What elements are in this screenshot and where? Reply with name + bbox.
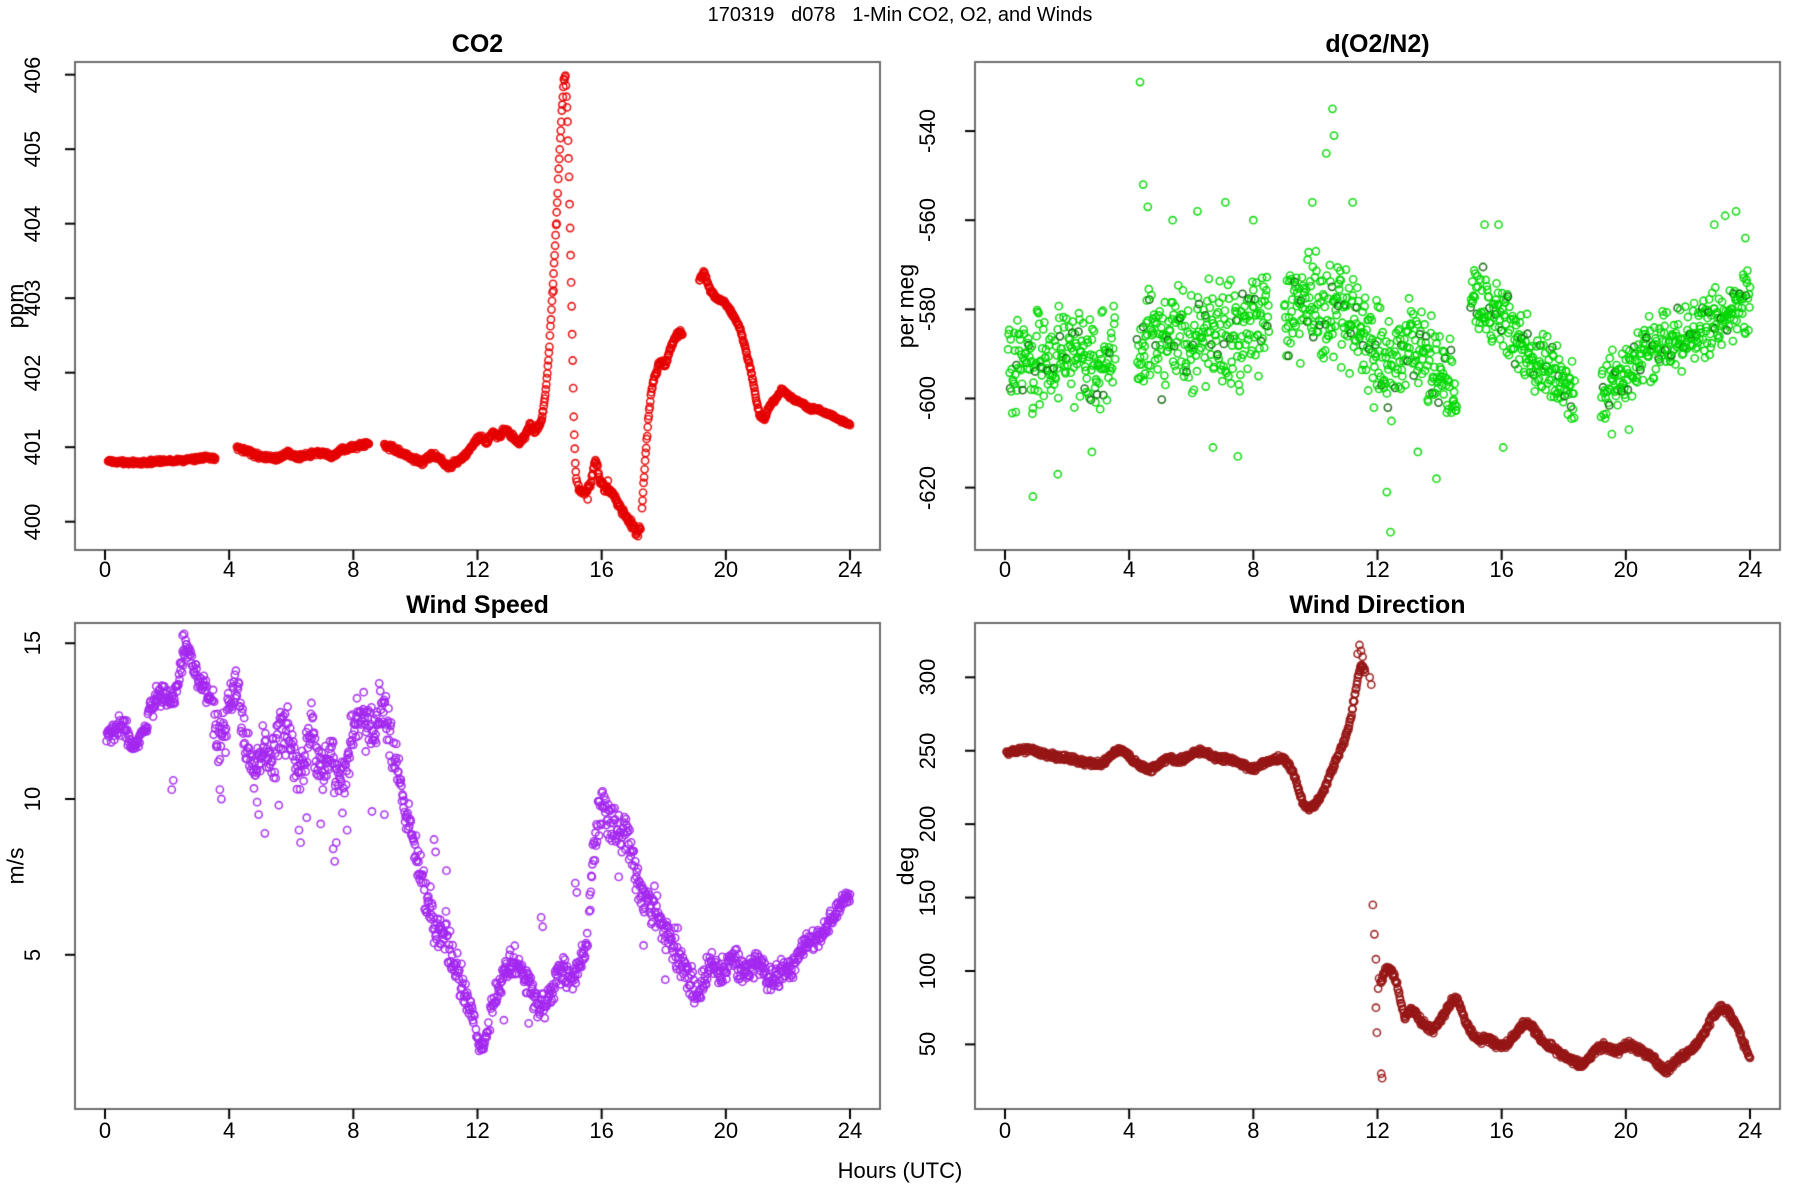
tick-label: 404 [20, 205, 45, 243]
tick-label: 16 [1489, 1118, 1514, 1143]
tick-label: -540 [915, 109, 940, 154]
tick-label: 8 [347, 557, 360, 582]
tick-label: 12 [1365, 557, 1390, 582]
tick-label: 20 [1613, 1118, 1639, 1143]
tick-label: 20 [713, 1118, 739, 1143]
tick-label: 403 [20, 279, 45, 317]
tick-label: -560 [915, 198, 940, 243]
tick-label: 8 [1247, 557, 1260, 582]
tick-label: 401 [20, 428, 45, 466]
tick-label: -600 [915, 376, 940, 421]
tick-label: 24 [837, 1118, 863, 1143]
tick-label: 8 [347, 1118, 360, 1143]
tick-label: 10 [20, 786, 45, 812]
tick-label: 150 [915, 879, 940, 916]
x-axis-label: Hours (UTC) [837, 1158, 963, 1183]
tick-label: 406 [20, 56, 45, 94]
tick-label: 24 [837, 557, 863, 582]
tick-label: 20 [713, 557, 739, 582]
tick-label: 5 [20, 948, 45, 961]
tick-label: 0 [98, 1118, 112, 1143]
tick-label: 300 [915, 658, 940, 696]
tick-label: 100 [915, 952, 940, 990]
tick-label: 4 [223, 1118, 236, 1143]
tick-label: 402 [20, 354, 45, 392]
tick-label: -580 [915, 287, 940, 332]
tick-label: 400 [20, 503, 45, 541]
windspeed-y-axis-label: m/s [2, 847, 29, 885]
panel-windspeed-title: Wind Speed [406, 591, 549, 619]
tick-label: 4 [1123, 1118, 1136, 1143]
tick-label: 405 [20, 130, 45, 168]
tick-label: 24 [1737, 1118, 1763, 1143]
tick-label: 15 [20, 631, 45, 656]
tick-label: 16 [589, 1118, 614, 1143]
tick-label: 200 [915, 805, 940, 843]
tick-label: 12 [465, 1118, 490, 1143]
tick-label: 24 [1737, 557, 1763, 582]
tick-label: 4 [1123, 557, 1136, 582]
tick-label: 0 [998, 557, 1012, 582]
panel-co2-title: CO2 [451, 30, 504, 58]
tick-label: 8 [1247, 1118, 1260, 1143]
panel-winddirection-title: Wind Direction [1289, 591, 1466, 619]
tick-label: 20 [1613, 557, 1639, 582]
tick-label: 16 [589, 557, 614, 582]
tick-label: -620 [915, 465, 940, 510]
panel-o2n2-title: d(O2/N2) [1325, 30, 1430, 58]
main-title: 170319 d078 1-Min CO2, O2, and Winds [707, 4, 1093, 26]
tick-label: 0 [98, 557, 112, 582]
tick-label: 12 [465, 557, 490, 582]
tick-label: 250 [915, 732, 940, 770]
tick-label: 50 [915, 1032, 940, 1057]
tick-label: 0 [998, 1118, 1012, 1143]
tick-label: 4 [223, 557, 236, 582]
tick-label: 16 [1489, 557, 1514, 582]
tick-label: 12 [1365, 1118, 1390, 1143]
